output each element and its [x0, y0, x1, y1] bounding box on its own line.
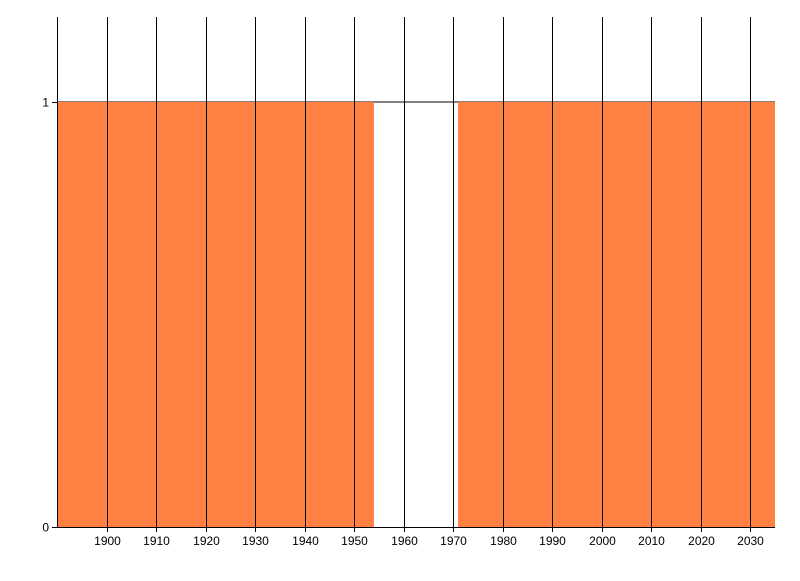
x-tick-label: 1900	[94, 534, 121, 548]
x-tick-label: 1910	[143, 534, 170, 548]
area-segment	[458, 102, 775, 527]
x-tick-label: 1950	[341, 534, 368, 548]
x-tick-label: 2000	[589, 534, 616, 548]
x-tick-label: 1920	[193, 534, 220, 548]
x-tick-label: 1990	[539, 534, 566, 548]
y-tick-label: 0	[42, 521, 49, 535]
x-tick-label: 1980	[490, 534, 517, 548]
area-segment	[57, 102, 374, 527]
x-tick-label: 1970	[440, 534, 467, 548]
x-tick-label: 2010	[638, 534, 665, 548]
x-tick-label: 1960	[391, 534, 418, 548]
x-tick-label: 2030	[737, 534, 764, 548]
x-tick-label: 1940	[292, 534, 319, 548]
y-tick-label: 1	[42, 96, 49, 110]
x-tick-label: 2020	[688, 534, 715, 548]
x-tick-label: 1930	[242, 534, 269, 548]
